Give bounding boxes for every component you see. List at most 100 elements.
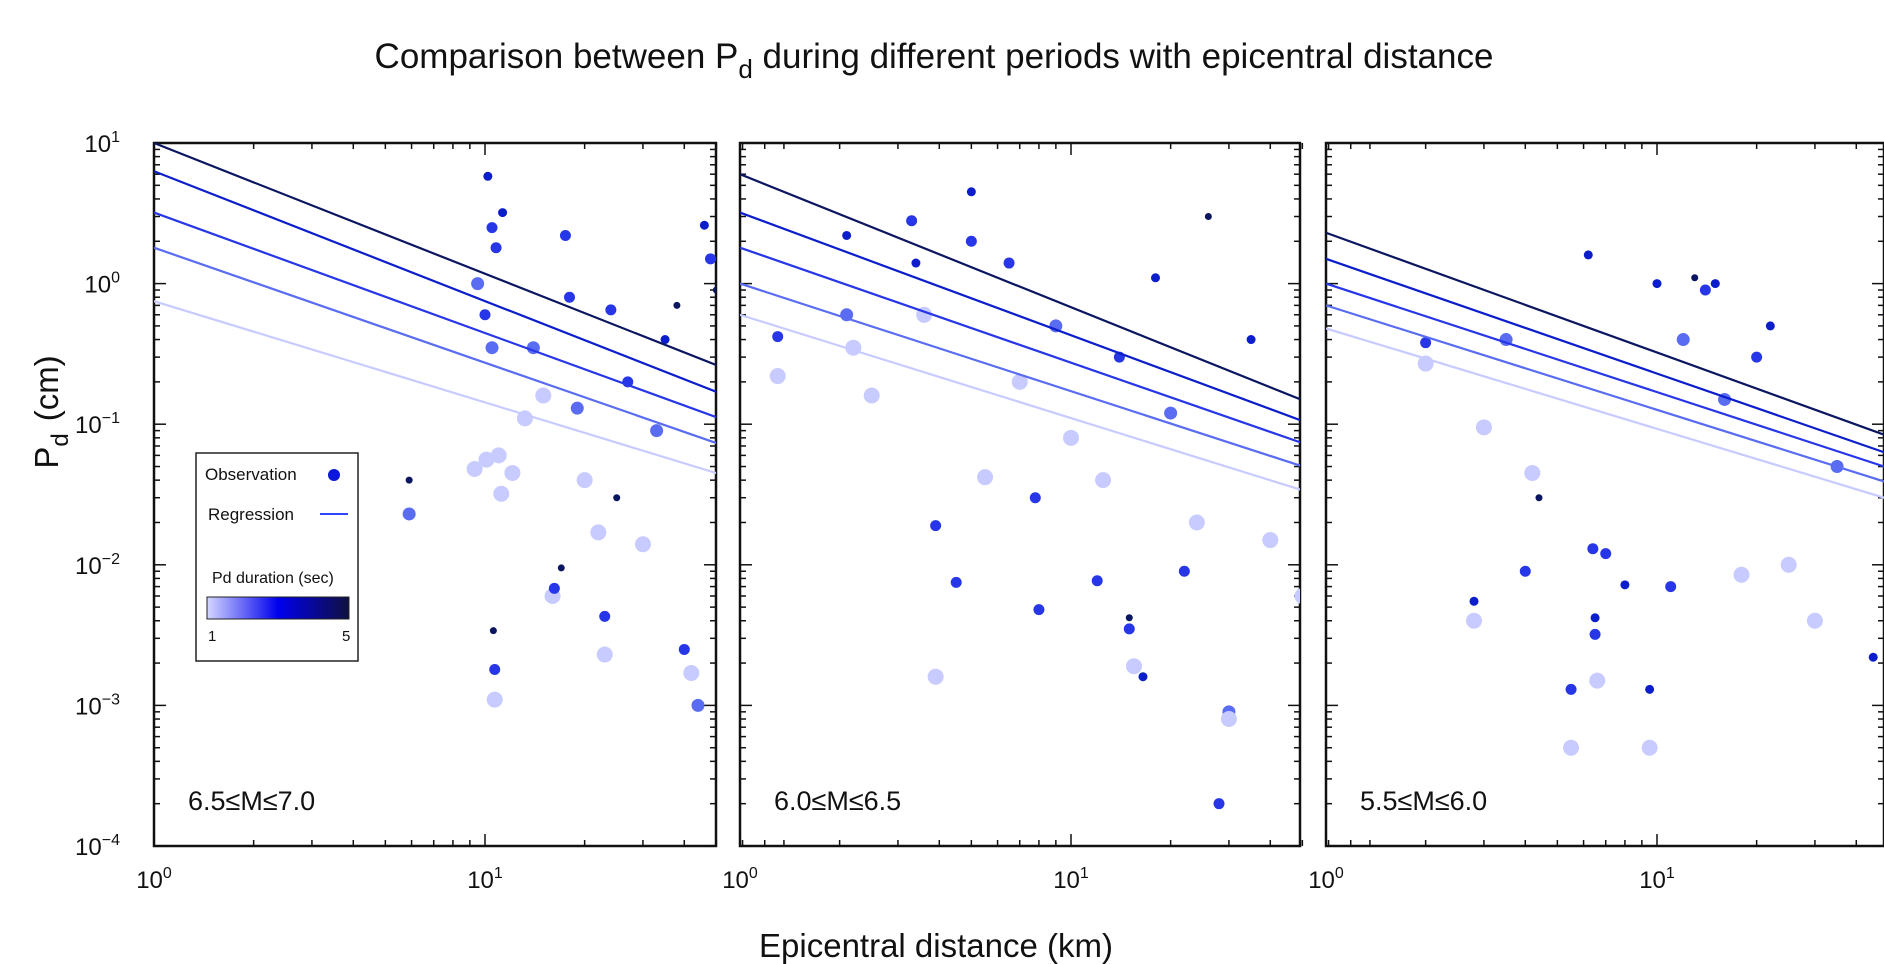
observation-point — [1466, 612, 1483, 629]
observation-point — [966, 187, 976, 197]
regression-line — [740, 282, 1300, 467]
colorbar-title: Pd duration (sec) — [212, 570, 334, 587]
observation-point — [479, 309, 491, 321]
observation-point — [1262, 532, 1279, 549]
observation-point — [1294, 588, 1300, 604]
observation-point — [490, 447, 507, 464]
observation-point — [769, 368, 786, 385]
colorbar — [206, 596, 350, 620]
panel-magnitude-label: 6.0≤M≤6.5 — [774, 786, 901, 816]
x-tick-label: 101 — [467, 865, 503, 894]
regression-line — [154, 170, 716, 393]
observation-point — [1519, 565, 1531, 577]
observation-point — [699, 220, 709, 230]
panel-plot-area — [1326, 231, 1884, 756]
observation-point — [678, 643, 690, 655]
observation-point — [634, 536, 651, 553]
observation-point — [599, 610, 611, 622]
regression-line — [154, 211, 716, 419]
observation-point — [911, 258, 921, 268]
regression-line — [740, 211, 1300, 422]
y-tick-label: 101 — [84, 129, 120, 158]
x-axis-label: Epicentral distance (km) — [759, 927, 1113, 964]
observation-point — [1780, 556, 1797, 573]
observation-point — [1337, 677, 1344, 684]
observation-point — [1469, 596, 1479, 606]
observation-point — [498, 208, 508, 218]
observation-point — [1125, 658, 1142, 675]
observation-point — [725, 461, 736, 472]
observation-point — [1204, 213, 1212, 221]
observation-point — [712, 286, 716, 294]
observation-point — [1652, 279, 1662, 289]
regression-line — [740, 173, 1300, 401]
chart-title: Comparison between Pd during different p… — [375, 37, 1494, 84]
x-tick-label: 100 — [136, 865, 172, 894]
observation-point — [471, 277, 485, 291]
y-tick-label: 100 — [84, 270, 120, 299]
observation-point — [1589, 672, 1606, 689]
regression-line — [1326, 231, 1884, 436]
observation-point — [1420, 337, 1432, 349]
observation-point — [930, 520, 942, 532]
observation-point — [760, 268, 769, 277]
observation-point — [660, 335, 670, 345]
observation-point — [1665, 581, 1677, 593]
observation-point — [576, 472, 593, 489]
observation-point — [483, 171, 493, 181]
observation-point — [489, 627, 497, 635]
observation-point — [1751, 351, 1763, 363]
panel-2: 100 101 6.0≤M≤6.5 — [722, 141, 1371, 894]
observation-point — [570, 401, 584, 415]
y-tick-label: 10−4 — [75, 832, 120, 861]
regression-line — [154, 246, 716, 445]
observation-point — [1063, 429, 1079, 446]
observation-point — [1589, 628, 1601, 640]
observation-point — [650, 424, 664, 438]
observation-point — [1138, 672, 1148, 682]
observation-point — [563, 291, 575, 303]
observation-point — [402, 507, 416, 521]
legend-observation-marker — [328, 469, 340, 481]
observation-point — [772, 331, 784, 343]
panel-magnitude-label: 6.5≤M≤7.0 — [188, 786, 315, 816]
observation-point — [1699, 284, 1711, 296]
observation-point — [927, 668, 944, 685]
regression-line — [1326, 257, 1884, 454]
observation-point — [1095, 472, 1112, 489]
observation-point — [486, 222, 498, 234]
regression-line — [740, 246, 1300, 444]
observation-point — [1213, 798, 1225, 810]
colorbar-max-label: 5 — [342, 628, 350, 645]
observation-point — [1645, 684, 1655, 694]
y-tick-label: 10−1 — [75, 410, 120, 439]
observation-point — [478, 451, 495, 468]
observation-point — [490, 242, 502, 254]
panel-plot-area — [740, 173, 1344, 810]
observation-point — [1188, 514, 1205, 531]
observation-point — [1150, 273, 1160, 283]
observation-point — [605, 304, 617, 316]
regression-line — [154, 143, 716, 367]
observation-point — [489, 664, 501, 676]
observation-point — [485, 341, 499, 355]
observation-point — [1691, 274, 1699, 282]
observation-point — [1868, 652, 1878, 662]
panel-frame — [1324, 141, 1884, 848]
x-tick-label: 100 — [722, 865, 758, 894]
observation-point — [771, 354, 778, 361]
observation-point — [691, 698, 705, 712]
y-tick-label: 10−2 — [75, 551, 120, 580]
observation-point — [1164, 406, 1178, 420]
legend-observation-label: Observation — [205, 465, 297, 484]
regression-line — [154, 300, 716, 475]
legend-box — [195, 452, 359, 662]
panel-frame — [152, 141, 718, 848]
observation-point — [1765, 321, 1775, 331]
observation-point — [1220, 711, 1237, 728]
observation-point — [863, 387, 880, 404]
observation-point — [1003, 257, 1015, 269]
observation-point — [1178, 565, 1190, 577]
legend-regression-label: Regression — [208, 505, 294, 524]
observation-point — [493, 485, 510, 502]
